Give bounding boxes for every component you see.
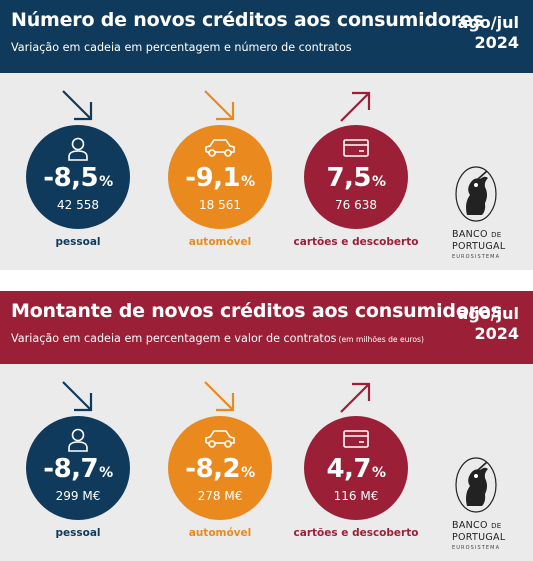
metric-label: pessoal	[55, 527, 101, 539]
subtitle-text: Variação em cadeia em percentagem e núme…	[11, 41, 352, 54]
period-year: 2024	[474, 324, 519, 343]
period-year: 2024	[474, 33, 519, 52]
metric-value: 4,7%	[326, 454, 386, 484]
panel-header: Número de novos créditos aos consumidore…	[0, 0, 533, 73]
arrow-down-right-icon	[204, 90, 235, 121]
subtitle-note: (em milhões de euros)	[338, 335, 424, 344]
metric-value: -8,5%	[43, 163, 113, 193]
metric-value: -8,2%	[185, 454, 255, 484]
card-icon	[304, 428, 408, 452]
metric-value: -9,1%	[185, 163, 255, 193]
panel-body: -8,7% 299 M€ pessoal -8,2% 278 M€ automó…	[0, 364, 533, 561]
metric-label: pessoal	[55, 236, 101, 248]
panel-body: -8,5% 42 558 pessoal -9,1% 18 561 automó…	[0, 73, 533, 270]
person-icon	[26, 137, 130, 161]
car-icon	[168, 137, 272, 161]
logo-text-banco: BANCO DE	[452, 520, 502, 531]
arrow-up-right-icon	[340, 91, 371, 122]
logo-text-eurosistema: EUROSISTEMA	[452, 545, 501, 551]
metric-circle: 7,5% 76 638	[304, 125, 408, 229]
period-months: ago/jul	[457, 13, 519, 32]
logo-text-eurosistema: EUROSISTEMA	[452, 254, 501, 260]
panel-title: Montante de novos créditos aos consumido…	[11, 300, 502, 322]
logo-text-portugal: PORTUGAL	[452, 532, 506, 543]
metric-count: 116 M€	[333, 489, 379, 503]
panel-contract-amount: Montante de novos créditos aos consumido…	[0, 291, 533, 561]
metric-circle: -8,5% 42 558	[26, 125, 130, 229]
metric-count: 42 558	[57, 198, 99, 212]
arrow-down-right-icon	[204, 381, 235, 412]
metric-label: cartões e descoberto	[293, 527, 419, 539]
arrow-down-right-icon	[62, 381, 93, 412]
panel-header: Montante de novos créditos aos consumido…	[0, 291, 533, 364]
emblem-icon	[455, 457, 497, 513]
period: ago/jul 2024	[458, 13, 519, 53]
metric-value: 7,5%	[326, 163, 386, 193]
emblem-icon	[455, 166, 497, 222]
metric-label: automóvel	[188, 236, 252, 248]
arrow-down-right-icon	[62, 90, 93, 121]
metric-count: 18 561	[199, 198, 241, 212]
panel-contract-count: Número de novos créditos aos consumidore…	[0, 0, 533, 270]
arrow-up-right-icon	[340, 382, 371, 413]
metric-circle: -9,1% 18 561	[168, 125, 272, 229]
card-icon	[304, 137, 408, 161]
metric-circle: -8,7% 299 M€	[26, 416, 130, 520]
period-months: ago/jul	[457, 304, 519, 323]
panel-subtitle: Variação em cadeia em percentagem e núme…	[11, 41, 352, 54]
car-icon	[168, 428, 272, 452]
metric-count: 278 M€	[197, 489, 243, 503]
metric-value: -8,7%	[43, 454, 113, 484]
metric-label: cartões e descoberto	[293, 236, 419, 248]
panel-title: Número de novos créditos aos consumidore…	[11, 9, 484, 31]
logo-text-portugal: PORTUGAL	[452, 241, 506, 252]
metric-count: 76 638	[335, 198, 377, 212]
panel-subtitle: Variação em cadeia em percentagem e valo…	[11, 332, 424, 345]
period: ago/jul 2024	[458, 304, 519, 344]
metric-label: automóvel	[188, 527, 252, 539]
metric-circle: -8,2% 278 M€	[168, 416, 272, 520]
metric-circle: 4,7% 116 M€	[304, 416, 408, 520]
metric-count: 299 M€	[55, 489, 101, 503]
subtitle-text: Variação em cadeia em percentagem e valo…	[11, 332, 337, 345]
logo-text-banco: BANCO DE	[452, 229, 502, 240]
person-icon	[26, 428, 130, 452]
